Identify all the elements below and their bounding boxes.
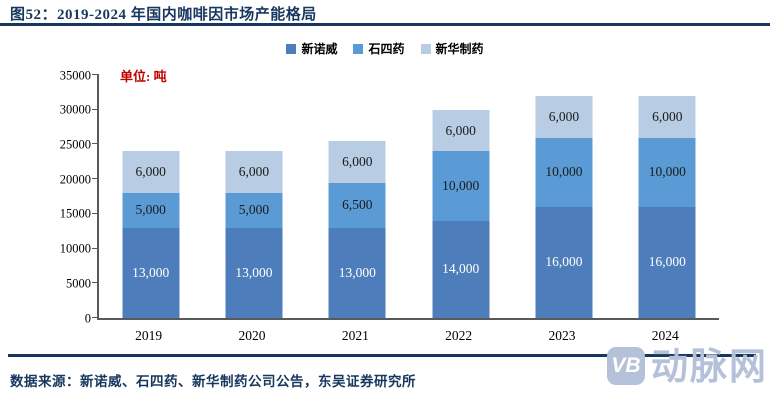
- y-tick-mark: [92, 212, 99, 214]
- figure-title: 图52：2019-2024 年国内咖啡因市场产能格局: [10, 7, 317, 23]
- bar-segment-label: 16,000: [545, 254, 583, 270]
- bar-segment-label: 6,000: [135, 164, 166, 180]
- bar-segment-石四药: 10,000: [432, 151, 490, 221]
- x-axis-label: 2020: [238, 328, 266, 343]
- bar-slot: 16,000 10,000 6,000: [616, 75, 719, 318]
- x-axis-label: 2024: [651, 328, 679, 343]
- y-tick-mark: [92, 282, 99, 284]
- y-tick-mark: [92, 108, 99, 110]
- bar-segment-新诺威: 13,000: [328, 227, 386, 318]
- y-tick-label: 30000: [59, 102, 91, 117]
- x-axis-label: 2023: [548, 328, 576, 343]
- bar-segment-新诺威: 16,000: [535, 206, 593, 318]
- title-rule: [0, 23, 770, 26]
- bar-segment-新诺威: 13,000: [122, 227, 180, 318]
- bar-segment-新诺威: 16,000: [638, 206, 696, 318]
- bar-segment-石四药: 10,000: [638, 137, 696, 207]
- vb-logo-icon: VB: [607, 347, 645, 385]
- bar-segment-label: 6,000: [342, 153, 373, 169]
- x-axis-labels: 2019 2020 2021 2022 2023 2024: [97, 328, 717, 344]
- y-tick-mark: [92, 178, 99, 180]
- y-tick-label: 25000: [59, 137, 91, 152]
- bar-segment-label: 6,000: [238, 164, 270, 180]
- legend-item: 新华制药: [420, 40, 484, 57]
- bar-slot: 14,000 10,000 6,000: [409, 75, 512, 318]
- bar-segment-新华制药: 6,000: [122, 151, 180, 194]
- legend-item: 新诺威: [286, 40, 337, 57]
- unit-label: 单位: 吨: [120, 69, 167, 84]
- bar-segment-新华制药: 6,000: [638, 95, 696, 138]
- bar-segment-label: 13,000: [338, 264, 376, 280]
- bar-segment-label: 13,000: [132, 264, 170, 280]
- y-tick-mark: [92, 247, 99, 249]
- x-axis-label: 2022: [445, 328, 473, 343]
- bar-segment-label: 10,000: [442, 178, 480, 194]
- bar-segment-label: 16,000: [648, 254, 686, 270]
- bar-segment-新华制药: 6,000: [535, 95, 593, 138]
- bar-segment-label: 10,000: [545, 164, 583, 180]
- bar-segment-label: 6,000: [548, 108, 580, 124]
- bar-segment-label: 6,000: [652, 108, 683, 124]
- stacked-bar-2022: 14,000 10,000 6,000: [432, 109, 490, 318]
- chart-legend: 新诺威 石四药 新华制药: [0, 40, 770, 57]
- y-tick-label: 35000: [59, 67, 91, 82]
- y-tick-mark: [92, 143, 99, 145]
- stacked-bar-2021: 13,000 6,500 6,000: [328, 140, 386, 318]
- bar-slot: 16,000 10,000 6,000: [512, 75, 615, 318]
- legend-swatch-icon: [353, 43, 364, 54]
- bar-segment-新诺威: 13,000: [225, 227, 283, 318]
- stacked-bar-2024: 16,000 10,000 6,000: [638, 95, 696, 318]
- bar-segment-label: 10,000: [648, 164, 686, 180]
- bar-segment-label: 13,000: [235, 264, 273, 280]
- bar-segment-石四药: 5,000: [225, 193, 283, 228]
- bar-segment-新华制药: 6,000: [328, 140, 386, 183]
- legend-label: 新诺威: [301, 42, 338, 56]
- bar-segment-石四药: 6,500: [328, 182, 386, 228]
- bar-segment-label: 6,000: [445, 122, 476, 138]
- legend-swatch-icon: [420, 43, 431, 54]
- y-tick-label: 5000: [66, 276, 91, 291]
- bar-segment-label: 6,500: [342, 197, 373, 213]
- bar-slot: 13,000 5,000 6,000: [99, 75, 202, 318]
- bar-segment-label: 14,000: [442, 261, 480, 277]
- bar-segment-石四药: 10,000: [535, 137, 593, 207]
- bar-segment-新华制药: 6,000: [432, 109, 490, 152]
- y-tick-label: 10000: [59, 241, 91, 256]
- x-axis-label: 2021: [341, 328, 369, 343]
- y-tick-label: 0: [84, 310, 91, 325]
- y-tick-label: 15000: [59, 206, 91, 221]
- legend-label: 新华制药: [435, 42, 484, 56]
- watermark: VB 动脉网: [607, 347, 768, 385]
- bar-slot: 13,000 6,500 6,000: [306, 75, 409, 318]
- watermark-text: 动脉网: [651, 345, 768, 387]
- y-tick-mark: [92, 317, 99, 318]
- plot-area: 0 5000 10000 15000 20000 25000 30000 35000 13,00…: [60, 69, 719, 324]
- bar-slot: 13,000 5,000 6,000: [202, 75, 305, 318]
- bar-segment-label: 5,000: [238, 202, 270, 218]
- legend-label: 石四药: [368, 42, 405, 56]
- legend-swatch-icon: [286, 43, 297, 54]
- stacked-bar-2020: 13,000 5,000 6,000: [225, 151, 283, 318]
- x-axis-label: 2019: [135, 328, 163, 343]
- source-note: 数据来源：新诺威、石四药、新华制药公司公告，东吴证券研究所: [10, 374, 416, 389]
- y-tick-label: 20000: [59, 171, 91, 186]
- bar-segment-label: 5,000: [135, 202, 166, 218]
- y-tick-mark: [92, 74, 99, 75]
- footer-rule: [8, 354, 756, 357]
- stacked-bar-2023: 16,000 10,000 6,000: [535, 95, 593, 318]
- bar-segment-新诺威: 14,000: [432, 220, 490, 318]
- stacked-bar-2019: 13,000 5,000 6,000: [122, 151, 180, 318]
- bar-segment-石四药: 5,000: [122, 193, 180, 228]
- bar-segment-新华制药: 6,000: [225, 151, 283, 194]
- legend-item: 石四药: [353, 40, 405, 57]
